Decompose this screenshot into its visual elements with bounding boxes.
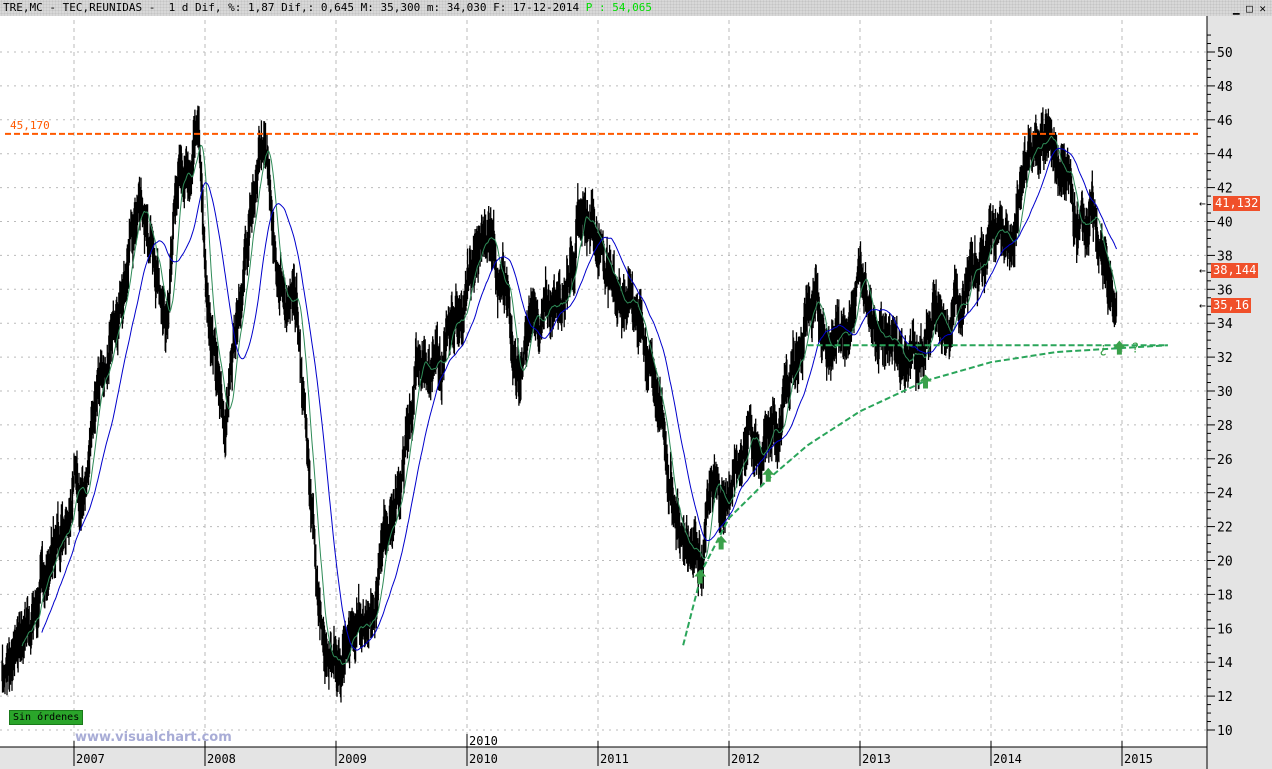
- y-tick-label: 20: [1217, 555, 1233, 570]
- x-tick-label: 2015: [1124, 752, 1153, 766]
- resistance-label: 45,170: [10, 119, 50, 132]
- y-tick-label: 16: [1217, 622, 1233, 637]
- title-bar: TRE,MC - TEC,REUNIDAS - 1 d Dif, %: 1,87…: [0, 0, 1272, 16]
- y-tick-label: 38: [1217, 249, 1233, 264]
- y-tick-label: 24: [1217, 487, 1233, 502]
- x-tick-label: 2014: [993, 752, 1022, 766]
- x-tick-label: 2008: [207, 752, 236, 766]
- up-arrow-icon: [762, 467, 775, 482]
- up-arrow-icon: [919, 374, 932, 389]
- y-tick-label: 36: [1217, 283, 1233, 298]
- price-tag-ma-short: 38,144: [1211, 263, 1259, 278]
- support-curve: [682, 344, 1168, 646]
- y-tick-label: 42: [1217, 182, 1233, 197]
- price-tag-last: 35,16: [1211, 298, 1252, 313]
- y-tick-label: 26: [1217, 453, 1233, 468]
- price-tag-ma-long: 41,132: [1213, 196, 1261, 211]
- question-close: ?: [1131, 342, 1139, 357]
- y-tick-label: 12: [1217, 690, 1233, 705]
- question-open: ¿: [1099, 342, 1107, 357]
- y-tick-label: 22: [1217, 521, 1233, 536]
- y-tick-label: 34: [1217, 317, 1233, 332]
- y-tick-label: 10: [1217, 724, 1233, 739]
- p-value: P : 54,065: [585, 1, 653, 14]
- y-tick-label: 14: [1217, 656, 1233, 671]
- y-tick-label: 46: [1217, 114, 1233, 129]
- x-tick-label: 2011: [600, 752, 629, 766]
- x-tick-label: 2013: [862, 752, 891, 766]
- close-icon[interactable]: ✕: [1259, 2, 1266, 15]
- maximize-icon[interactable]: □: [1246, 2, 1253, 15]
- y-tick-label: 28: [1217, 419, 1233, 434]
- y-tick-label: 18: [1217, 588, 1233, 603]
- tag-arrow-icon: ←: [1199, 197, 1206, 210]
- minimize-icon[interactable]: ▁: [1232, 2, 1240, 15]
- y-tick-label: 50: [1217, 46, 1233, 61]
- x-tick-label: 2007: [76, 752, 105, 766]
- price-bars: [1, 105, 1118, 703]
- watermark: www.visualchart.com: [75, 730, 232, 745]
- moving-average-short: [21, 135, 1117, 665]
- up-arrow-icon: [694, 569, 707, 584]
- y-tick-label: 40: [1217, 216, 1233, 231]
- x-marker-label: 2010: [469, 734, 498, 748]
- x-axis-panel: [0, 747, 1207, 769]
- window-title: TRE,MC - TEC,REUNIDAS - 1 d Dif, %: 1,87…: [3, 1, 586, 14]
- y-tick-label: 32: [1217, 351, 1233, 366]
- y-axis-panel: [1207, 16, 1272, 769]
- tag-arrow-icon: ←: [1199, 299, 1206, 312]
- y-tick-label: 44: [1217, 148, 1233, 163]
- up-arrow-icon: [1113, 340, 1126, 355]
- tag-arrow-icon: ←: [1199, 264, 1206, 277]
- x-tick-label: 2009: [338, 752, 367, 766]
- x-tick-label: 2012: [731, 752, 760, 766]
- orders-status-badge[interactable]: Sin órdenes: [9, 710, 84, 725]
- y-tick-label: 48: [1217, 80, 1233, 95]
- x-tick-label: 2010: [469, 752, 498, 766]
- y-tick-label: 30: [1217, 385, 1233, 400]
- up-arrow-icon: [715, 535, 728, 550]
